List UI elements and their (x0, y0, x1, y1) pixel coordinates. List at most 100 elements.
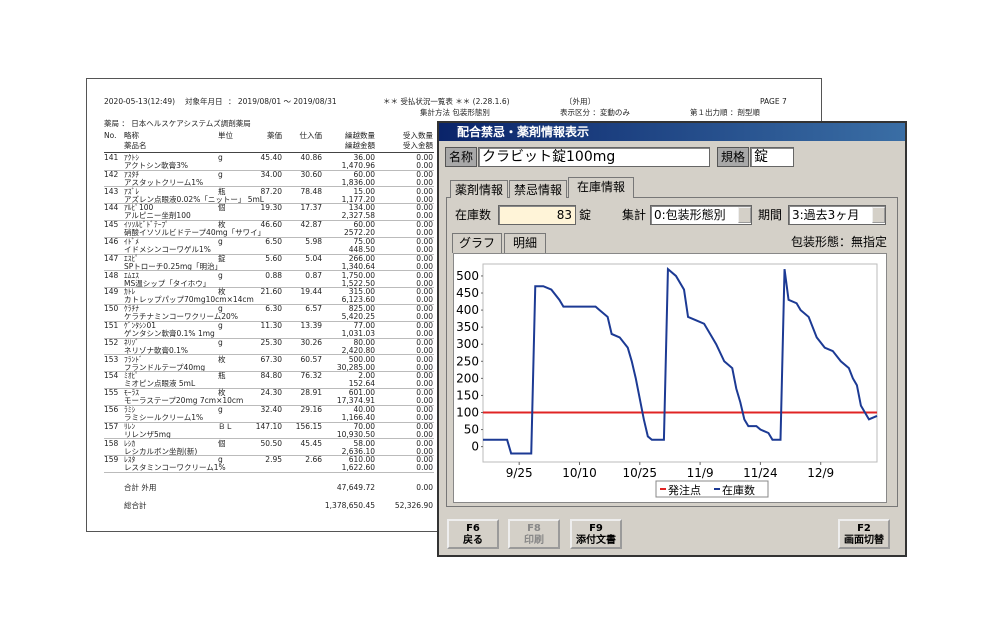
row-cell: 152.64 (348, 379, 375, 389)
row-cell: 77.00 (353, 321, 375, 330)
row-cell: 156.15 (295, 421, 322, 431)
row-cell: 149 (104, 287, 119, 297)
column-header: 受入金額 (403, 141, 433, 150)
row-cell: アスタットクリーム1% (124, 177, 204, 187)
row-cell: 500.00 (348, 354, 375, 364)
agg-select[interactable]: 0:包装形態別 (650, 205, 752, 225)
subtotal-recv: 0.00 (416, 483, 433, 492)
row-cell: 45.45 (300, 438, 322, 448)
column-header: 繰越金額 (345, 141, 375, 150)
y-tick-label: 0 (471, 440, 479, 454)
row-cell: 17.37 (300, 203, 322, 213)
row-cell: 87.20 (260, 186, 282, 196)
subtab[interactable]: グラフ (452, 233, 502, 253)
row-cell: 0.00 (416, 228, 433, 238)
tab[interactable]: 禁忌情報 (509, 180, 567, 198)
row-cell: 0.00 (416, 295, 433, 305)
chart-frame (453, 253, 887, 503)
row-cell: 40.00 (353, 405, 375, 414)
row-cell: 30,285.00 (336, 362, 375, 372)
button-label: 添付文書 (576, 535, 616, 546)
row-cell: リレンザ5mg (124, 429, 171, 439)
row-cell: 78.48 (300, 186, 322, 196)
rule (104, 203, 434, 205)
dropdown-arrow[interactable] (872, 207, 885, 223)
stock-label: 在庫数 (455, 208, 492, 222)
button-label: 画面切替 (844, 535, 884, 546)
row-cell: 36.00 (353, 153, 375, 162)
x-tick-label: 11/24 (743, 466, 778, 480)
row-cell: 148 (104, 270, 119, 280)
row-cell: ｴｽﾋﾟ (124, 253, 139, 263)
button-key: F6 (466, 523, 480, 534)
button[interactable]: F6 戻る (447, 519, 499, 549)
row-cell: ｲｿｿﾙﾋﾞﾄﾞﾃｰﾌﾟ (124, 220, 169, 230)
button-key: F9 (589, 523, 603, 534)
button-label: 戻る (463, 535, 483, 546)
row-cell: 0.00 (416, 446, 433, 456)
row-cell: 144 (104, 203, 119, 213)
row-cell: ラミシールクリーム1% (124, 413, 204, 422)
row-cell: 30.60 (300, 169, 322, 179)
row-cell: 10,930.50 (336, 429, 375, 439)
rule (104, 287, 434, 289)
row-cell: 42.87 (300, 220, 322, 230)
row-cell: 0.00 (416, 455, 433, 465)
row-cell: 29.16 (300, 405, 322, 414)
tab[interactable]: 在庫情報 (568, 177, 634, 198)
row-cell: 17,374.91 (336, 396, 375, 406)
rule (104, 438, 434, 440)
legend-label: 発注点 (668, 483, 701, 497)
name-label: 名称 (445, 147, 477, 167)
x-tick-label: 12/9 (807, 466, 834, 480)
row-cell: カトレップパップ70mg10cm×14cm (124, 295, 254, 305)
row-cell: 67.30 (260, 354, 282, 364)
row-cell: 28.91 (300, 388, 322, 398)
column-header: 単位 (218, 131, 233, 140)
row-cell: 6,123.60 (341, 295, 375, 305)
rule (104, 303, 434, 305)
button[interactable]: F2 画面切替 (838, 519, 890, 549)
row-cell: 70.00 (353, 421, 375, 431)
row-cell: 0.00 (416, 388, 433, 398)
button-key: F8 (527, 523, 541, 534)
subtab[interactable]: 明細 (504, 233, 546, 253)
row-cell: 15.00 (353, 186, 375, 196)
tab-panel (446, 197, 898, 507)
x-tick-label: 10/10 (562, 466, 597, 480)
rule (104, 421, 434, 423)
y-tick-label: 450 (456, 286, 479, 300)
row-cell: 個 (218, 438, 226, 448)
row-cell: 11.30 (260, 321, 282, 330)
row-cell: 0.00 (416, 237, 433, 246)
package-label: 包装形態：無指定 (790, 235, 887, 249)
row-cell: 5,420.25 (341, 312, 375, 322)
rule (104, 270, 434, 272)
total-label: 総合計 (124, 501, 147, 510)
row-cell: 0.00 (416, 177, 433, 187)
row-cell: g (218, 169, 223, 179)
row-cell: レシカルボン坐剤(新) (124, 446, 198, 456)
row-cell: 60.57 (300, 354, 322, 364)
row-cell: ｱｽﾀﾁ (124, 169, 139, 179)
row-cell: 152 (104, 337, 119, 347)
row-cell: 60.00 (353, 169, 375, 179)
tab[interactable]: 薬剤情報 (450, 180, 508, 198)
rule (104, 186, 434, 188)
row-cell: 134.00 (348, 203, 375, 213)
row-cell: 0.00 (416, 379, 433, 389)
row-cell: 0.00 (416, 253, 433, 263)
row-cell: 154 (104, 371, 119, 381)
total-amount: 1,378,650.45 (324, 501, 375, 510)
row-cell: 50.50 (260, 438, 282, 448)
button[interactable]: F9 添付文書 (570, 519, 622, 549)
row-cell: 1,522.50 (341, 278, 375, 288)
row-cell: アルピニー坐剤100 (124, 211, 191, 221)
button[interactable]: F8 印刷 (508, 519, 560, 549)
dropdown-arrow[interactable] (738, 207, 751, 223)
x-tick-label: 9/25 (506, 466, 533, 480)
row-cell: 19.30 (260, 203, 282, 213)
period-select[interactable]: 3:過去3ヶ月 (788, 205, 886, 225)
row-cell: 5.98 (305, 237, 322, 246)
